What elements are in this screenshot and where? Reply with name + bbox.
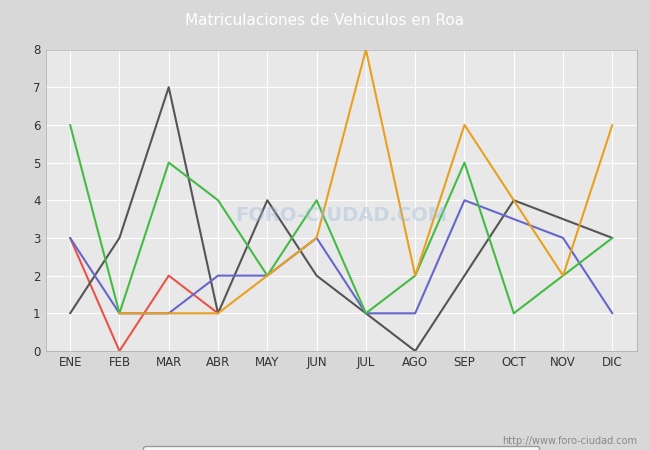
2022 bbox=[66, 235, 74, 241]
Text: http://www.foro-ciudad.com: http://www.foro-ciudad.com bbox=[502, 436, 637, 446]
2020 bbox=[559, 273, 567, 278]
2020 bbox=[608, 122, 616, 128]
2024 bbox=[116, 348, 124, 354]
2023 bbox=[362, 310, 370, 316]
2022 bbox=[559, 235, 567, 241]
Line: 2024: 2024 bbox=[70, 238, 218, 351]
2023 bbox=[214, 310, 222, 316]
Line: 2020: 2020 bbox=[120, 50, 612, 313]
2020 bbox=[313, 235, 320, 241]
2022 bbox=[116, 310, 124, 316]
2020 bbox=[116, 310, 124, 316]
2023 bbox=[411, 348, 419, 354]
2022 bbox=[362, 310, 370, 316]
2021 bbox=[214, 198, 222, 203]
2022 bbox=[214, 273, 222, 278]
Legend: 2024, 2023, 2022, 2021, 2020: 2024, 2023, 2022, 2021, 2020 bbox=[144, 446, 539, 450]
2023 bbox=[116, 235, 124, 241]
2022 bbox=[411, 310, 419, 316]
2024 bbox=[165, 273, 173, 278]
2021 bbox=[263, 273, 271, 278]
2024 bbox=[66, 235, 74, 241]
2021 bbox=[510, 310, 517, 316]
2021 bbox=[165, 160, 173, 165]
2021 bbox=[313, 198, 320, 203]
2020 bbox=[214, 310, 222, 316]
2020 bbox=[362, 47, 370, 52]
2022 bbox=[165, 310, 173, 316]
2021 bbox=[411, 273, 419, 278]
2023 bbox=[461, 273, 469, 278]
2022 bbox=[263, 273, 271, 278]
2021 bbox=[116, 310, 124, 316]
2023 bbox=[165, 85, 173, 90]
2022 bbox=[313, 235, 320, 241]
2022 bbox=[608, 310, 616, 316]
2023 bbox=[510, 198, 517, 203]
Text: Matriculaciones de Vehiculos en Roa: Matriculaciones de Vehiculos en Roa bbox=[185, 13, 465, 28]
2021 bbox=[608, 235, 616, 241]
Line: 2021: 2021 bbox=[70, 125, 612, 313]
2021 bbox=[362, 310, 370, 316]
2023 bbox=[313, 273, 320, 278]
2020 bbox=[461, 122, 469, 128]
Line: 2023: 2023 bbox=[70, 87, 612, 351]
Text: FORO-CIUDAD.COM: FORO-CIUDAD.COM bbox=[235, 206, 447, 225]
2020 bbox=[263, 273, 271, 278]
2023 bbox=[66, 310, 74, 316]
2020 bbox=[411, 273, 419, 278]
2021 bbox=[559, 273, 567, 278]
2021 bbox=[461, 160, 469, 165]
2021 bbox=[66, 122, 74, 128]
Line: 2022: 2022 bbox=[70, 200, 612, 313]
2022 bbox=[461, 198, 469, 203]
2023 bbox=[263, 198, 271, 203]
2023 bbox=[608, 235, 616, 241]
2024 bbox=[214, 310, 222, 316]
